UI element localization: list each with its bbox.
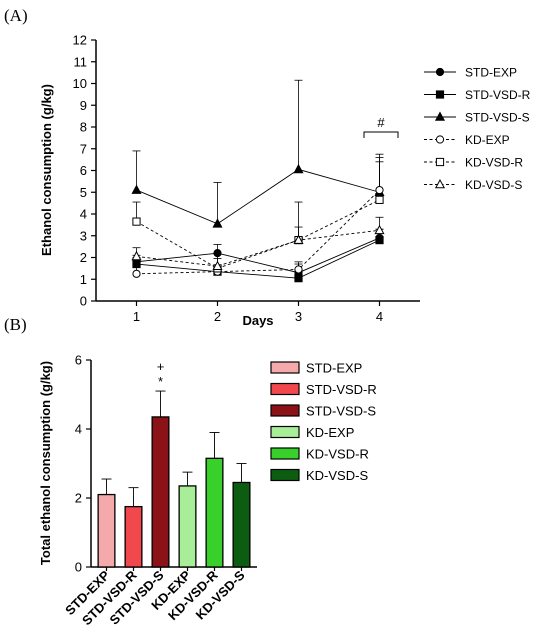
- a-point-kd-exp: [294, 265, 303, 274]
- b-y-ticks: 0 2 4 6: [75, 353, 91, 575]
- a-series-line-kd-exp: [136, 189, 380, 275]
- a-legend-marker-std-vsd-r: [435, 90, 445, 99]
- b-x-tick-labels: STD-EXPSTD-VSD-RSTD-VSD-SKD-EXPKD-VSD-RK…: [62, 567, 248, 628]
- a-series-line-kd-vsd-r: [136, 199, 380, 269]
- b-legend-label-kd-vsd-r: KD-VSD-R: [306, 447, 369, 462]
- b-y-tick-label: 2: [75, 491, 82, 506]
- a-point-kd-vsd-s: [131, 250, 142, 261]
- b-bars: [97, 390, 251, 568]
- b-bar-std-exp: [97, 493, 116, 568]
- a-legend-label-kd-vsd-r: KD-VSD-R: [465, 156, 523, 170]
- b-legend-swatch-std-vsd-s: [270, 404, 300, 417]
- a-y-tick-label: 1: [80, 272, 87, 287]
- a-x-axis-label: Days: [242, 313, 273, 328]
- a-y-tick-label: 9: [80, 98, 87, 113]
- a-y-tick-label: 12: [73, 33, 87, 48]
- b-legend-label-std-vsd-r: STD-VSD-R: [306, 382, 377, 397]
- a-y-tick-label: 4: [80, 207, 87, 222]
- b-significance-plus: +: [157, 359, 165, 374]
- a-y-tick-label: 11: [74, 54, 88, 69]
- a-point-std-exp: [213, 249, 222, 258]
- a-y-tick-label: 0: [80, 294, 87, 309]
- b-bar-kd-vsd-s: [232, 481, 251, 568]
- b-legend-swatch-std-vsd-r: [270, 382, 300, 396]
- b-legend-swatch-kd-exp: [270, 425, 300, 439]
- b-y-tick-label: 6: [75, 353, 82, 368]
- a-significance-mark: #: [377, 115, 385, 130]
- a-point-std-vsd-r: [294, 274, 303, 283]
- a-legend-label-std-exp: STD-EXP: [465, 66, 517, 80]
- a-legend-marker-kd-vsd-r: [435, 157, 445, 167]
- b-legend-label-std-vsd-s: STD-VSD-S: [306, 404, 376, 419]
- a-series-line-std-exp: [136, 237, 380, 274]
- a-point-kd-vsd-r: [375, 195, 384, 204]
- b-legend-label-kd-exp: KD-EXP: [306, 425, 354, 440]
- b-bar-kd-vsd-r: [205, 457, 224, 568]
- a-x-tick-label: 1: [133, 309, 140, 324]
- a-series-markers: [131, 163, 385, 283]
- a-legend: STD-EXP STD-VSD-R STD-VSD-S KD-EXP KD-VSD-R K…: [424, 66, 531, 192]
- a-legend-marker-std-exp: [435, 67, 445, 77]
- a-x-tick-label: 3: [295, 309, 302, 324]
- b-legend: STD-EXP STD-VSD-R STD-VSD-S KD-EXP KD-VSD-R K…: [270, 361, 377, 483]
- a-point-std-vsd-s: [293, 163, 304, 174]
- a-error-bars: [132, 79, 384, 279]
- a-legend-marker-std-vsd-s: [434, 111, 446, 121]
- a-x-ticks: 1 2 3 4: [133, 301, 383, 324]
- b-legend-swatch-kd-vsd-s: [270, 468, 300, 482]
- a-legend-marker-kd-vsd-s: [434, 178, 446, 189]
- a-point-kd-vsd-s: [374, 224, 385, 235]
- b-significance-star: *: [158, 374, 163, 389]
- b-bar-kd-exp: [178, 485, 197, 568]
- b-bar-std-vsd-s: [151, 416, 170, 568]
- a-legend-marker-kd-exp: [435, 135, 445, 144]
- a-y-axis-label: Ethanol consumption (g/kg): [39, 84, 54, 256]
- a-point-kd-exp: [375, 185, 384, 195]
- b-y-tick-label: 0: [75, 560, 82, 575]
- a-series-line-kd-vsd-s: [136, 229, 380, 267]
- panel-b-bar-chart: 0 2 4 6 Total ethanol consumption (g/kg) ST…: [38, 353, 377, 629]
- a-point-kd-vsd-s: [212, 260, 223, 270]
- a-y-tick-label: 5: [80, 185, 87, 200]
- b-legend-swatch-kd-vsd-r: [270, 447, 300, 460]
- a-x-tick-label: 4: [376, 309, 383, 324]
- a-point-kd-vsd-s: [293, 234, 304, 244]
- a-y-tick-label: 8: [80, 120, 87, 135]
- panel-b-label: (B): [4, 315, 27, 334]
- a-legend-label-kd-exp: KD-EXP: [465, 133, 510, 147]
- a-series-lines: [136, 168, 380, 279]
- a-series-line-std-vsd-r: [136, 239, 380, 279]
- b-bar-std-vsd-r: [124, 505, 143, 568]
- a-point-kd-exp: [132, 269, 141, 278]
- b-significance-marks: +*: [157, 359, 165, 389]
- panel-a-label: (A): [4, 6, 28, 25]
- b-y-axis-label: Total ethanol consumption (g/kg): [38, 361, 53, 565]
- b-legend-label-std-exp: STD-EXP: [306, 361, 362, 376]
- b-y-tick-label: 4: [75, 422, 82, 437]
- a-legend-label-std-vsd-s: STD-VSD-S: [465, 111, 530, 125]
- a-significance-bracket: #: [363, 115, 399, 138]
- a-y-tick-label: 10: [73, 76, 87, 91]
- a-x-tick-label: 2: [214, 309, 221, 324]
- a-legend-label-kd-vsd-s: KD-VSD-S: [465, 178, 522, 192]
- b-legend-label-kd-vsd-s: KD-VSD-S: [306, 468, 368, 483]
- a-y-tick-label: 6: [80, 163, 87, 178]
- a-y-tick-label: 2: [80, 250, 87, 265]
- b-legend-swatch-std-exp: [270, 361, 300, 374]
- a-point-std-vsd-s: [212, 218, 223, 228]
- a-point-kd-vsd-r: [132, 217, 141, 226]
- a-legend-label-std-vsd-r: STD-VSD-R: [465, 88, 531, 102]
- a-point-std-vsd-r: [132, 259, 141, 269]
- a-point-std-vsd-r: [375, 236, 384, 245]
- a-point-std-vsd-s: [131, 184, 142, 194]
- a-y-tick-label: 7: [80, 141, 87, 156]
- a-y-tick-label: 3: [80, 228, 87, 243]
- a-series-line-std-vsd-s: [136, 168, 380, 225]
